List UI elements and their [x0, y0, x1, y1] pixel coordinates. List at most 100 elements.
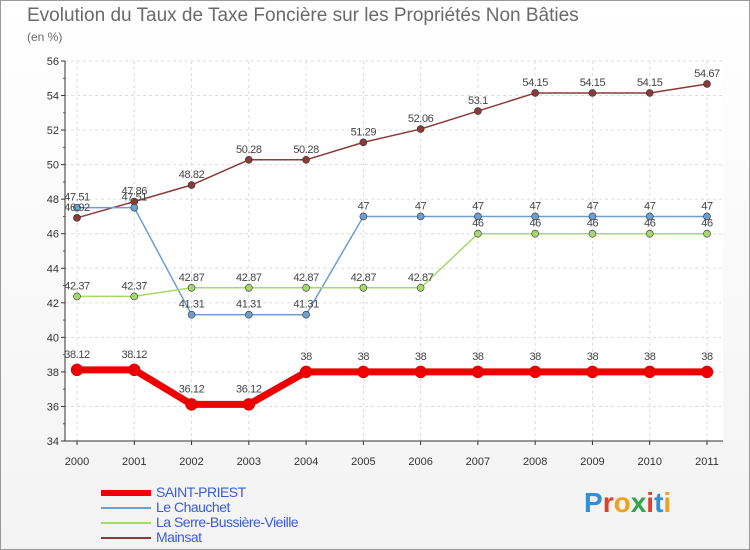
data-label: 38 [472, 351, 484, 363]
data-point [128, 363, 141, 377]
data-point [245, 283, 253, 292]
data-point [416, 212, 425, 221]
legend-swatch-mainsat [101, 537, 151, 539]
data-label: 47.86 [122, 186, 148, 198]
data-point [302, 283, 310, 292]
data-point [703, 80, 711, 88]
y-tick-label: 52 [47, 125, 59, 137]
data-label: 46.92 [64, 202, 90, 214]
x-tick-label: 2010 [637, 456, 661, 468]
data-point [302, 310, 310, 319]
series-line-0 [77, 366, 707, 408]
data-point [528, 365, 542, 379]
data-point [130, 203, 139, 212]
y-tick-label: 34 [47, 436, 59, 448]
grid-layer [65, 60, 723, 442]
series-layer [70, 80, 714, 411]
data-label: 47 [644, 200, 656, 212]
data-label: 47 [415, 200, 427, 212]
data-label: 51.29 [351, 126, 377, 138]
x-tick-label: 2009 [580, 456, 604, 468]
x-tick-label: 2006 [408, 456, 432, 468]
data-label: 38.12 [122, 349, 148, 361]
x-tick-label: 2007 [466, 456, 490, 468]
data-point [474, 107, 482, 115]
data-label: 38 [358, 351, 370, 363]
data-point [588, 229, 597, 238]
data-point [299, 365, 313, 379]
data-point [700, 365, 714, 379]
data-point [416, 125, 425, 133]
data-label: 42.87 [293, 272, 319, 284]
data-point [474, 212, 482, 221]
logo-letter: t [654, 487, 664, 518]
data-label: 47 [587, 200, 599, 212]
logo-letter: o [613, 487, 631, 518]
data-point [588, 89, 597, 97]
data-point [471, 365, 485, 379]
data-label: 46 [529, 218, 541, 230]
data-point [187, 283, 196, 292]
data-point [531, 89, 539, 97]
data-point [73, 203, 81, 212]
data-label: 42.87 [179, 272, 205, 284]
x-tick-label: 2002 [179, 456, 203, 468]
data-label: 54.15 [580, 77, 606, 89]
value-label-layer: 46.92 47.86 48.82 50.28 50.28 51.29 52.06 53.1 5… [64, 68, 720, 395]
data-point [73, 214, 81, 222]
x-tick-label: 2001 [122, 456, 146, 468]
data-point [187, 310, 196, 319]
data-label: 38 [529, 351, 541, 363]
chart-title: Evolution du Taux de Taxe Foncière sur l… [27, 5, 579, 26]
x-tick-label: 2004 [294, 456, 318, 468]
x-tick-label: 2011 [695, 456, 719, 468]
data-point [474, 229, 482, 238]
axis-layer: 34 36 38 40 42 44 46 48 50 52 54 56 2000 2001 2002 2003… [47, 56, 723, 468]
plot-area [65, 61, 723, 441]
y-tick-label: 56 [47, 56, 59, 68]
data-point [703, 212, 711, 221]
logo-letter: P [584, 487, 603, 518]
series-line-1 [77, 206, 707, 316]
data-label: 38 [587, 351, 599, 363]
y-tick-label: 36 [47, 401, 59, 413]
data-point [359, 212, 368, 221]
data-label: 47 [358, 200, 370, 212]
data-point [359, 283, 368, 292]
data-label: 36.12 [236, 383, 262, 395]
x-tick-label: 2005 [351, 456, 375, 468]
data-point [185, 398, 198, 411]
data-point [242, 398, 256, 411]
y-tick-label: 40 [47, 332, 59, 344]
data-point [531, 212, 539, 221]
data-label: 54.15 [637, 77, 663, 89]
data-point [245, 156, 253, 164]
data-point [645, 212, 654, 221]
y-tick-label: 46 [47, 229, 59, 241]
x-tick-label: 2008 [523, 456, 547, 468]
data-point [703, 229, 711, 238]
data-point [414, 365, 427, 379]
data-point [588, 212, 597, 221]
data-label: 42.87 [236, 272, 262, 284]
data-point [416, 283, 425, 292]
legend-label: Mainsat [156, 529, 202, 545]
data-label: 47 [701, 200, 713, 212]
data-label: 38 [415, 351, 427, 363]
data-label: 42.87 [351, 272, 377, 284]
data-point [245, 310, 253, 319]
data-label: 46 [644, 218, 656, 230]
data-point [73, 292, 81, 301]
legend-swatch-le-chauchet [101, 507, 151, 509]
data-point [70, 363, 84, 377]
data-label: 42.87 [408, 272, 434, 284]
data-label: 47.51 [122, 192, 148, 204]
data-label: 42.37 [122, 280, 148, 292]
data-point [586, 365, 599, 379]
y-tick-label: 38 [47, 367, 59, 379]
data-label: 38 [701, 351, 713, 363]
series-line-2 [77, 232, 707, 298]
data-point [357, 365, 370, 379]
legend-swatch-la-serre-bussiere-vieille [101, 522, 151, 524]
y-tick-label: 42 [47, 298, 59, 310]
